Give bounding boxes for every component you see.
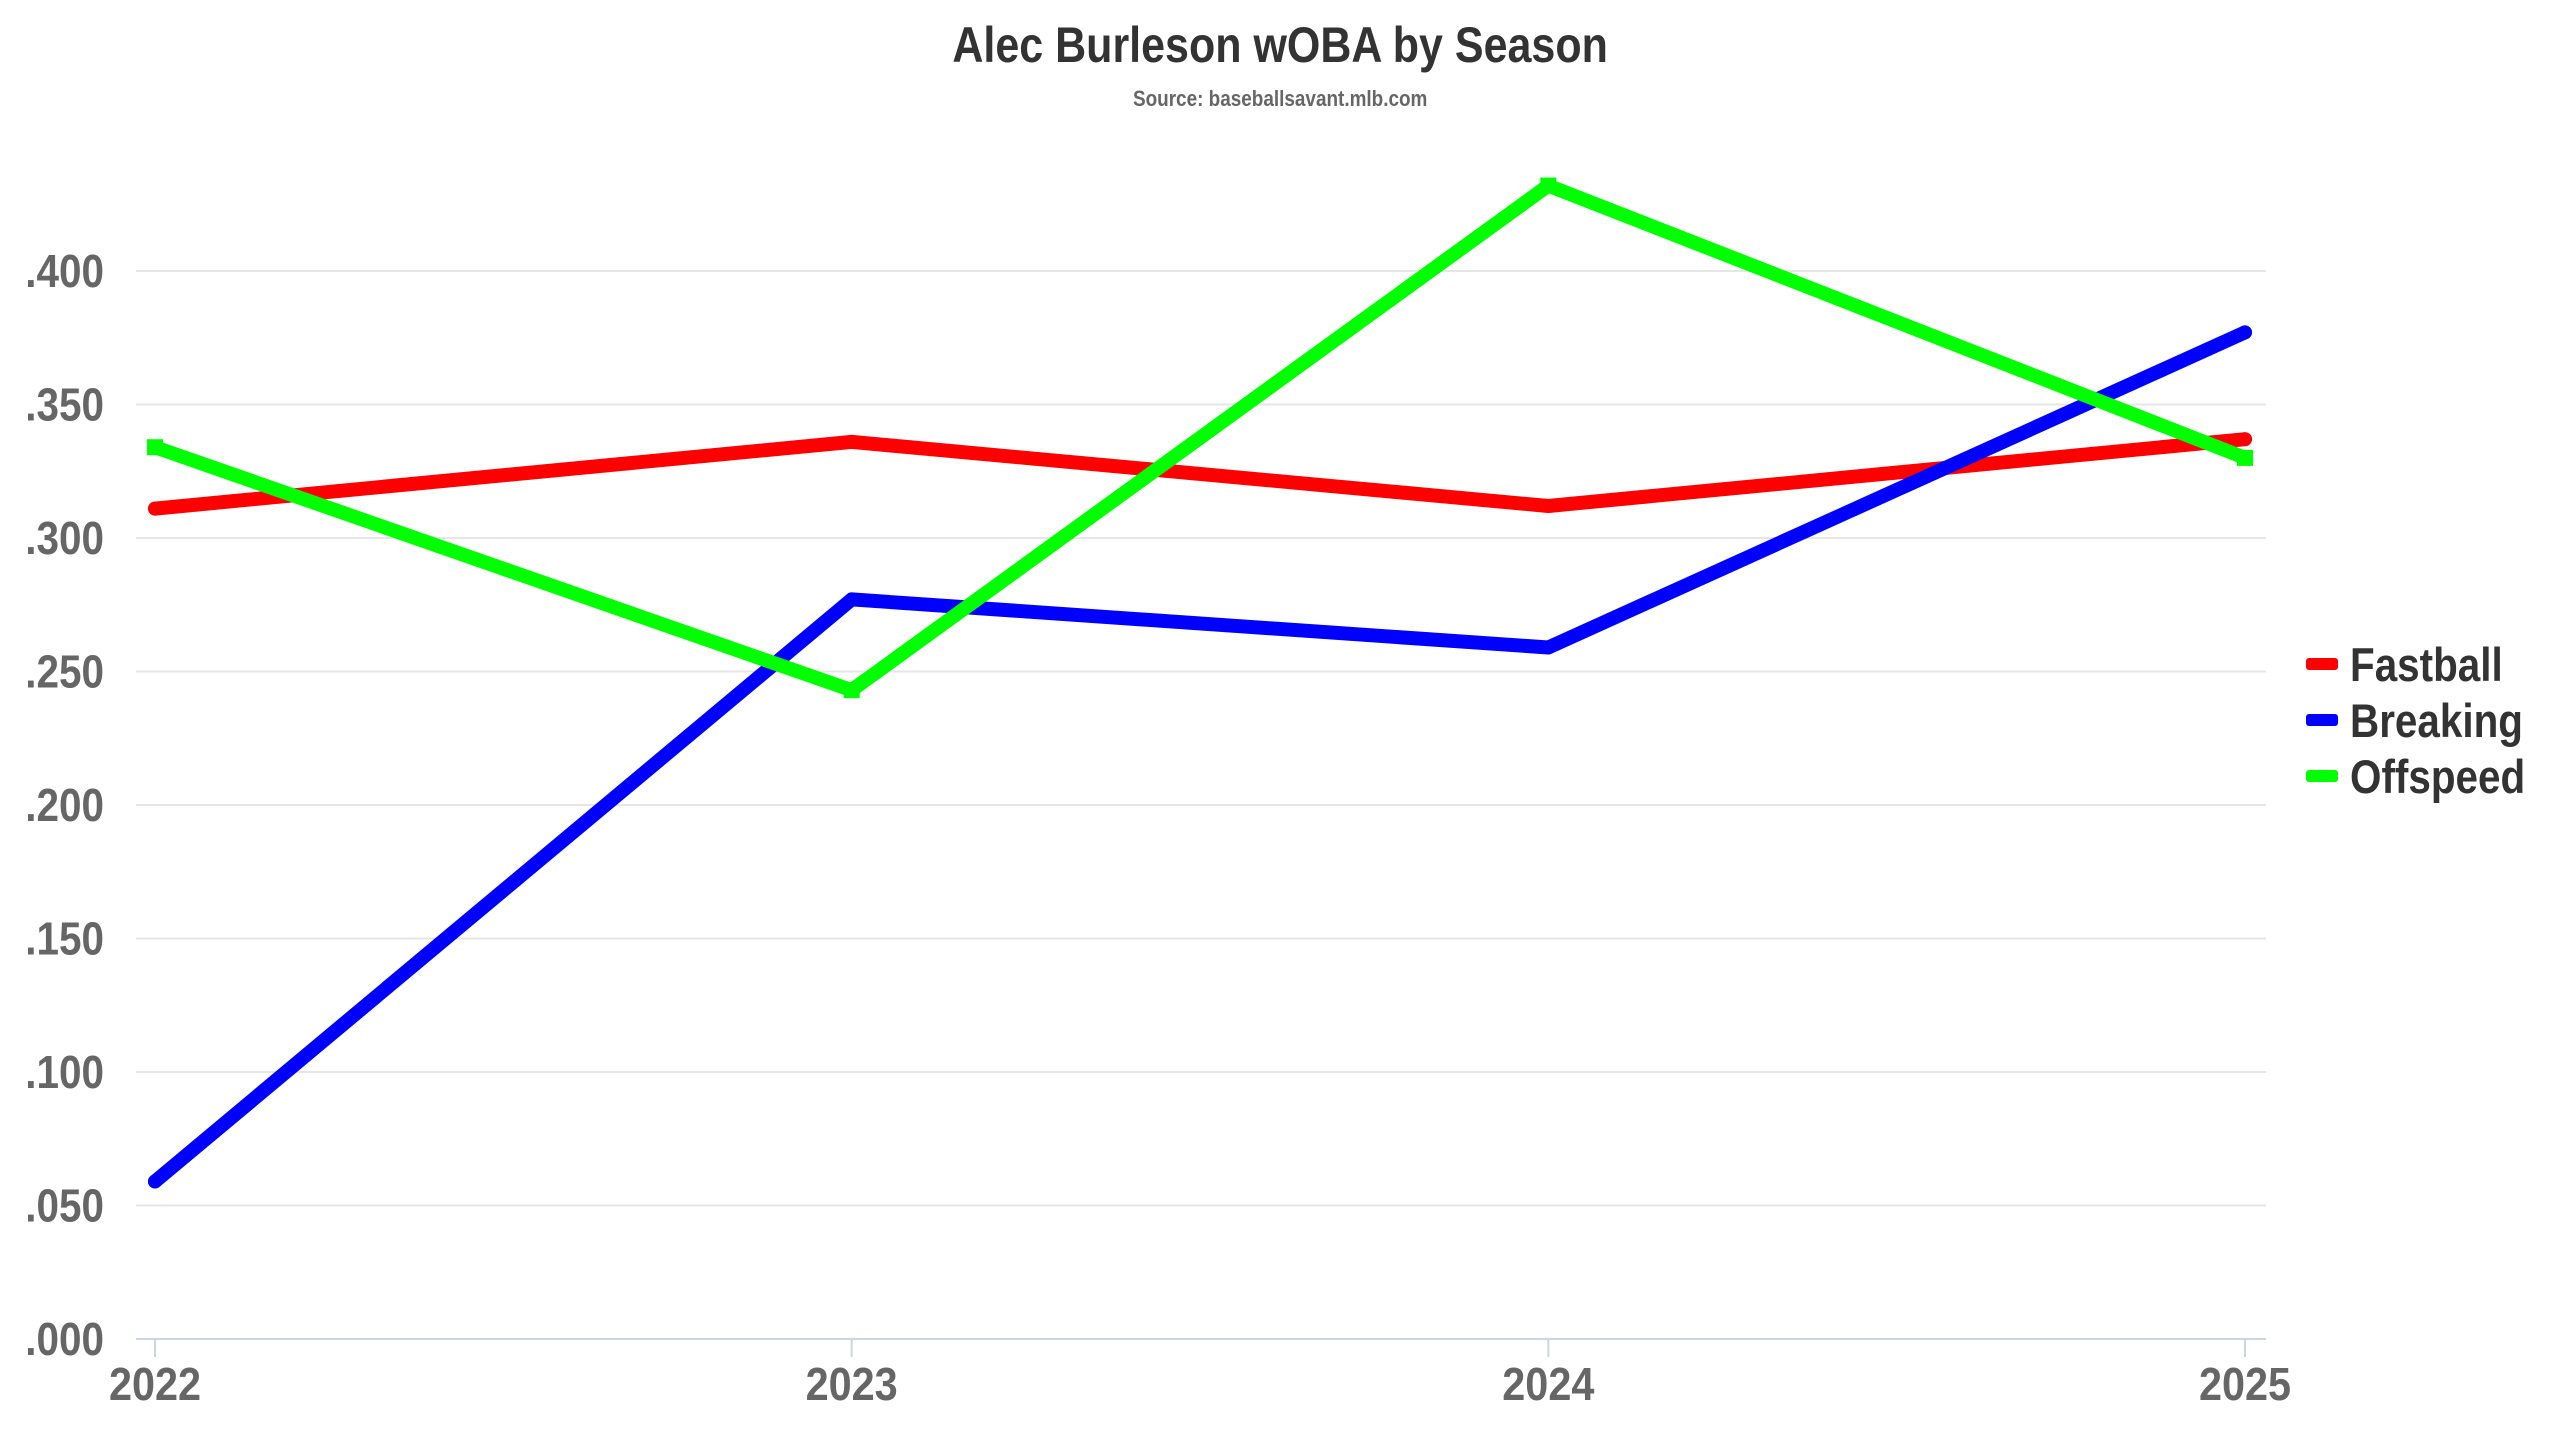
series-line — [148, 432, 2252, 516]
x-tick-label: 2022 — [109, 1359, 201, 1411]
data-point-marker[interactable] — [1541, 498, 1556, 513]
y-tick-label: .000 — [25, 1315, 104, 1366]
data-point-marker[interactable] — [148, 501, 162, 516]
data-point-marker[interactable] — [1540, 177, 1557, 194]
data-point-marker[interactable] — [2237, 449, 2253, 466]
y-tick-label: .350 — [25, 380, 104, 431]
y-gridlines — [136, 270, 2266, 1207]
x-axis: 2022 2023 2024 2025 — [109, 1338, 2291, 1411]
series-line — [152, 177, 2248, 699]
chart-subtitle-text: Source: baseballsavant.mlb.com — [1132, 86, 1428, 111]
data-point-marker[interactable] — [2238, 432, 2252, 447]
y-tick-label: .200 — [25, 781, 104, 832]
data-point-marker[interactable] — [844, 592, 859, 607]
legend-label-offspeed: Offspeed — [2350, 749, 2526, 803]
chart-subtitle: Source: baseballsavant.mlb.com — [0, 86, 2560, 112]
fastball-swatch-icon — [2306, 658, 2338, 670]
chart-title: Alec Burleson wOBA by Season — [0, 16, 2560, 74]
data-point-marker[interactable] — [844, 434, 859, 449]
legend-item-fastball[interactable]: Fastball — [2306, 636, 2554, 692]
data-point-marker[interactable] — [147, 439, 163, 456]
y-tick-label: .400 — [25, 247, 104, 298]
series-fastball — [148, 432, 2252, 516]
y-tick-label: .250 — [25, 647, 104, 698]
legend-label-breaking: Breaking — [2350, 693, 2523, 747]
y-tick-label: .100 — [25, 1048, 104, 1099]
data-point-marker[interactable] — [2238, 325, 2252, 340]
legend: Fastball Breaking Offspeed — [2306, 636, 2554, 804]
legend-item-offspeed[interactable]: Offspeed — [2306, 748, 2554, 804]
y-tick-label: .150 — [25, 914, 104, 965]
x-tick-label: 2023 — [806, 1359, 898, 1411]
data-point-marker[interactable] — [843, 682, 860, 699]
chart-title-text: Alec Burleson wOBA by Season — [952, 17, 1608, 73]
offspeed-swatch-icon — [2306, 770, 2338, 782]
y-axis-labels: .000 .050 .100 .150 .200 .250 .300 .350 .400 — [25, 247, 104, 1366]
breaking-swatch-icon — [2306, 714, 2338, 726]
data-point-marker[interactable] — [148, 1174, 162, 1189]
series-lines — [147, 177, 2253, 1189]
x-tick-label: 2024 — [1502, 1359, 1595, 1411]
data-point-marker[interactable] — [1541, 640, 1556, 655]
legend-label-fastball: Fastball — [2350, 637, 2503, 691]
x-tick-label: 2025 — [2199, 1359, 2291, 1411]
series-breaking — [148, 325, 2252, 1189]
series-offspeed — [147, 177, 2253, 699]
series-line — [148, 325, 2252, 1189]
legend-item-breaking[interactable]: Breaking — [2306, 692, 2554, 748]
y-tick-label: .050 — [25, 1181, 104, 1232]
y-tick-label: .300 — [25, 514, 104, 565]
